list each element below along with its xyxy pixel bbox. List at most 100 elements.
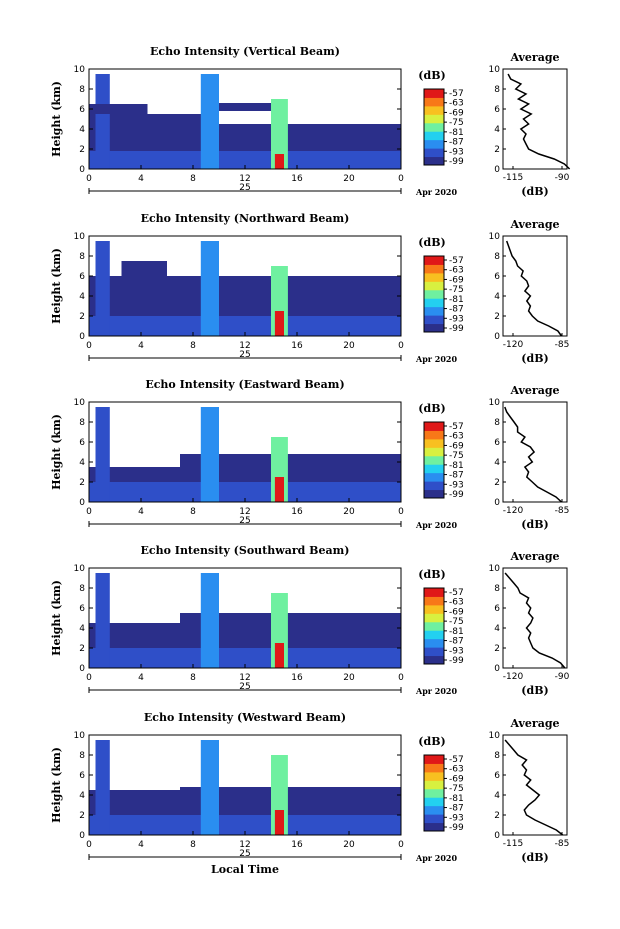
colorbar-tick-label: -81 xyxy=(449,128,464,138)
colorbar-tick-label: -99 xyxy=(449,157,464,167)
profile-x-tick-label: -85 xyxy=(555,839,570,849)
y-tick-label: 6 xyxy=(79,604,85,614)
heatmap-cell xyxy=(200,241,219,336)
heatmap-cell xyxy=(200,740,219,835)
colorbar-unit: (dB) xyxy=(418,69,445,82)
colorbar-tick-label: -99 xyxy=(449,324,464,334)
month-year-label: Apr 2020 xyxy=(415,853,458,863)
x-tick-label: 4 xyxy=(138,174,144,184)
colorbar-swatch xyxy=(424,638,444,648)
colorbar-swatch xyxy=(424,323,444,333)
colorbar-swatch xyxy=(424,489,444,499)
x-tick-label: 20 xyxy=(343,341,355,351)
profile-y-tick-label: 0 xyxy=(494,831,500,841)
colorbar-tick-label: -57 xyxy=(449,588,464,598)
y-axis-label: Height (km) xyxy=(50,414,63,490)
profile-line xyxy=(507,73,571,170)
colorbar-swatch xyxy=(424,655,444,665)
y-tick-label: 0 xyxy=(79,165,85,175)
colorbar-tick-label: -99 xyxy=(449,823,464,833)
y-tick-label: 8 xyxy=(79,751,85,761)
x-tick-label: 8 xyxy=(190,341,196,351)
heatmap-cell xyxy=(89,467,206,482)
colorbar-tick-label: -69 xyxy=(449,275,464,285)
x-tick-label: 20 xyxy=(343,840,355,850)
heatmap-cell xyxy=(274,311,284,336)
y-tick-label: 2 xyxy=(79,312,85,322)
heatmap-cell xyxy=(95,74,110,169)
colorbar-swatch xyxy=(424,647,444,657)
y-axis-label: Height (km) xyxy=(50,81,63,157)
y-axis-label: Height (km) xyxy=(50,248,63,324)
profile-y-tick-label: 6 xyxy=(494,272,500,282)
colorbar-tick-label: -99 xyxy=(449,656,464,666)
x-tick-label: 12 xyxy=(239,507,250,517)
heatmap-cells xyxy=(89,74,401,169)
colorbar-tick-label: -75 xyxy=(449,451,464,461)
x-tick-label: 0 xyxy=(398,174,404,184)
profile-y-tick-label: 2 xyxy=(494,145,500,155)
colorbar-tick-label: -69 xyxy=(449,607,464,617)
profile-title: Average xyxy=(509,384,559,397)
y-tick-label: 2 xyxy=(79,478,85,488)
heatmap-cell xyxy=(89,151,401,169)
colorbar-swatch xyxy=(424,621,444,631)
colorbar-swatch xyxy=(424,122,444,132)
colorbar-swatch xyxy=(424,298,444,308)
colorbar-swatch xyxy=(424,805,444,815)
profile-y-tick-label: 8 xyxy=(494,252,500,262)
profile-y-tick-label: 4 xyxy=(494,292,500,302)
colorbar-swatch xyxy=(424,630,444,640)
colorbar-tick-label: -57 xyxy=(449,755,464,765)
heatmap-cell xyxy=(95,407,110,502)
colorbar-unit: (dB) xyxy=(418,402,445,415)
colorbar-tick-label: -57 xyxy=(449,422,464,432)
profile-line xyxy=(504,406,563,503)
x-tick-label: 20 xyxy=(343,673,355,683)
x-tick-label: 0 xyxy=(398,341,404,351)
panel-4: Echo Intensity (Southward Beam) Height (k… xyxy=(50,544,570,697)
profile-title: Average xyxy=(509,717,559,730)
colorbar-tick-label: -93 xyxy=(449,147,464,157)
profile-x-tick-label: -90 xyxy=(555,173,570,183)
profile-y-tick-label: 10 xyxy=(489,398,501,408)
profile-x-tick-label: -115 xyxy=(503,839,523,849)
day-marker: 25 xyxy=(239,682,250,692)
colorbar-swatch xyxy=(424,315,444,325)
profile-y-tick-label: 2 xyxy=(494,644,500,654)
colorbar-tick-label: -81 xyxy=(449,794,464,804)
y-tick-label: 10 xyxy=(74,731,86,741)
colorbar-swatch xyxy=(424,131,444,141)
y-tick-label: 6 xyxy=(79,438,85,448)
x-tick-label: 4 xyxy=(138,341,144,351)
colorbar-frame xyxy=(423,421,445,499)
profile-frame xyxy=(502,401,568,503)
colorbar-tick-label: -75 xyxy=(449,617,464,627)
heatmap-cell xyxy=(219,103,271,111)
colorbar-swatch xyxy=(424,430,444,440)
x-tick-label: 8 xyxy=(190,174,196,184)
colorbar-swatch xyxy=(424,613,444,623)
heatmap-cell xyxy=(95,573,110,668)
colorbar-tick-label: -87 xyxy=(449,305,464,315)
profile-y-tick-label: 4 xyxy=(494,125,500,135)
heatmap-cell xyxy=(200,74,219,169)
colorbar-swatch xyxy=(424,771,444,781)
colorbar-tick-label: -93 xyxy=(449,646,464,656)
colorbar-swatch xyxy=(424,148,444,158)
heatmap-cell xyxy=(89,648,401,668)
x-tick-label: 12 xyxy=(239,341,250,351)
month-year-label: Apr 2020 xyxy=(415,686,458,696)
colorbar-tick-label: -87 xyxy=(449,804,464,814)
y-tick-label: 2 xyxy=(79,145,85,155)
profile-line xyxy=(504,572,566,669)
heatmap-cell xyxy=(89,316,401,336)
colorbar: -57-63-69-75-81-87-93-99 xyxy=(423,421,464,500)
heatmap-cell xyxy=(274,810,284,835)
colorbar-swatch xyxy=(424,481,444,491)
x-tick-label: 0 xyxy=(86,174,92,184)
colorbar-tick-label: -63 xyxy=(449,432,464,442)
profile-y-tick-label: 10 xyxy=(489,232,501,242)
profile-y-tick-label: 4 xyxy=(494,624,500,634)
profile-x-tick-label: -85 xyxy=(555,506,570,516)
